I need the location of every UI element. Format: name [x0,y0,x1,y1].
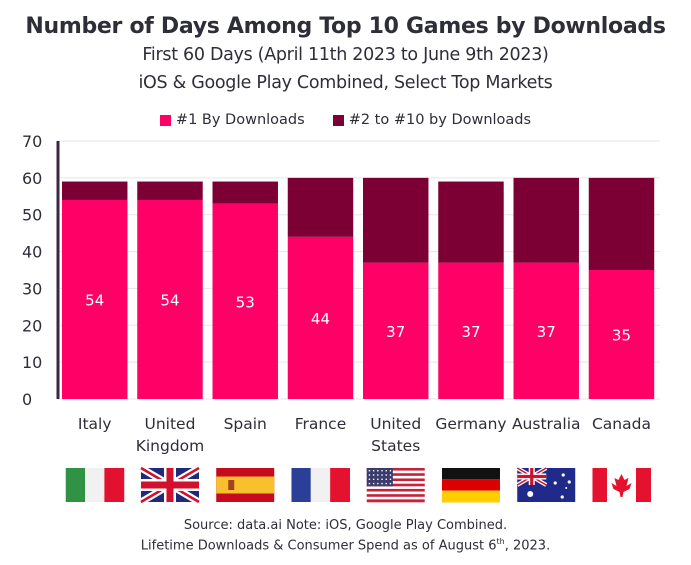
source-note: Source: data.ai Note: iOS, Google Play C… [183,518,508,533]
legend-label-top2to10: #2 to #10 by Downloads [348,112,532,128]
france-flag-icon [291,468,350,502]
uk-flag-icon [139,464,201,506]
data-label: 54 [85,291,104,309]
legend-label-top1: #1 By Downloads [175,112,305,128]
x-tick-label: Canada [592,415,651,433]
x-tick-label: France [295,415,347,433]
bar-top2to10 [513,177,579,263]
x-tick-label: Spain [224,415,267,433]
bar-top1 [513,262,579,399]
spain-flag-icon [216,468,275,502]
bar-top1 [438,262,504,399]
bar-top1 [588,270,655,399]
data-date-note: Lifetime Downloads & Consumer Spend as o… [0,537,691,553]
data-label: 37 [386,323,405,341]
germany-flag-icon [441,468,500,503]
data-label: 37 [537,323,556,341]
y-tick-label: 10 [22,353,42,372]
legend-swatch-top1 [159,114,171,126]
bar-top1 [287,236,354,399]
x-tick-label: Germany [435,415,506,433]
bar-top2to10 [588,177,655,270]
data-label: 37 [461,323,480,341]
legend-swatch-top2to10 [332,114,344,126]
bar-top1 [363,262,429,399]
bar-top1 [137,199,203,399]
x-tick-label: Kingdom [136,437,205,455]
bar-top2to10 [137,181,203,200]
y-tick-label: 30 [22,279,42,298]
y-tick-label: 70 [22,132,42,151]
x-tick-label: United [145,415,196,433]
legend-item-top2to10: #2 to #10 by Downloads [332,112,532,128]
data-label: 44 [311,310,330,328]
chart-subtitle-period: First 60 Days (April 11th 2023 to June 9… [142,45,549,65]
data-label: 54 [160,291,179,309]
canada-flag-icon [592,468,651,502]
bar-top2to10 [287,177,354,237]
date-note-tail: , 2023. [504,538,551,554]
date-note-sup: th [496,537,505,546]
chart-subtitle-scope: iOS & Google Play Combined, Select Top M… [138,73,553,93]
legend: #1 By Downloads #2 to #10 by Downloads [0,112,691,128]
x-tick-label: States [371,437,420,455]
x-tick-label: United [370,415,421,433]
y-tick-label: 50 [22,206,42,225]
italy-flag-icon [65,468,125,502]
date-note-text: Lifetime Downloads & Consumer Spend as o… [140,538,497,554]
bar-top1 [62,199,128,399]
x-tick-label: Australia [512,415,581,433]
usa-flag-icon [366,468,425,503]
bar-top2to10 [62,181,128,200]
data-label: 35 [612,327,631,345]
y-tick-label: 0 [22,390,32,409]
stacked-bar-chart: 0 10 20 30 40 50 60 70 54 Italy 54 United Kingdom 53 S… [22,132,660,506]
y-tick-label: 20 [22,316,42,335]
y-tick-label: 60 [22,169,42,188]
chart-title: Number of Days Among Top 10 Games by Dow… [25,14,666,39]
bar-top2to10 [212,181,278,204]
bar-top2to10 [438,181,504,263]
data-label: 53 [236,293,255,311]
australia-flag-icon [516,466,576,502]
x-tick-label: Italy [78,415,112,433]
y-tick-label: 40 [22,243,42,262]
bar-top2to10 [363,177,429,263]
bar-top1 [212,203,278,399]
legend-item-top1: #1 By Downloads [159,112,305,128]
